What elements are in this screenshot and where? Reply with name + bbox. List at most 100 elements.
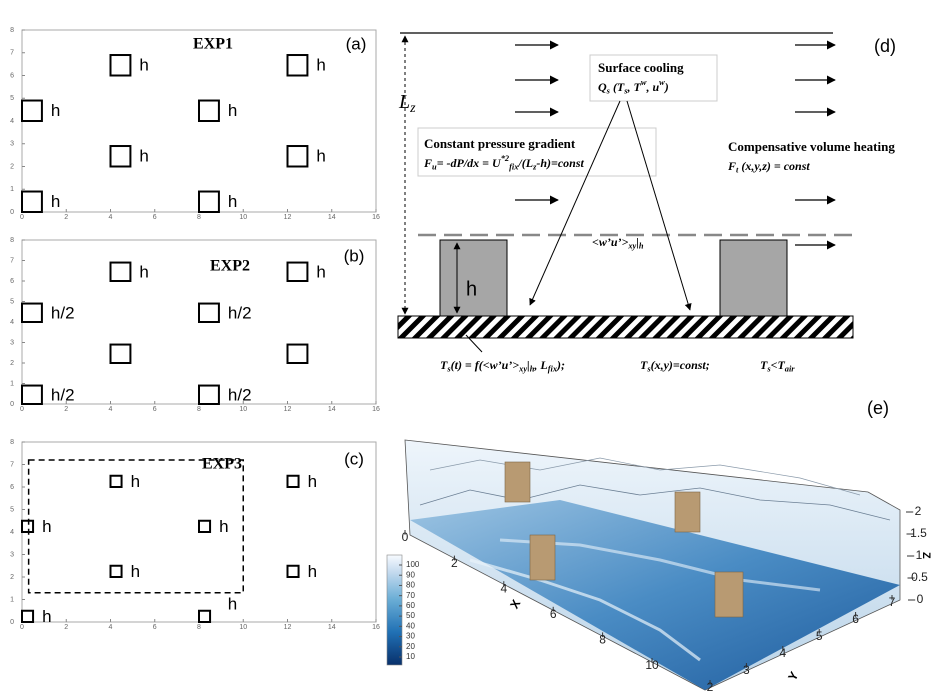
- ground: [398, 316, 853, 338]
- y-tick-label: 4: [10, 118, 14, 125]
- x-tick-label: 4: [109, 214, 113, 221]
- building-block: [22, 192, 42, 212]
- y-tick-label: 6: [10, 484, 14, 491]
- y-axis-tick-label: 6: [852, 612, 859, 626]
- formula-part: /(L: [517, 156, 533, 170]
- render: [387, 440, 900, 690]
- building-block: [111, 263, 131, 281]
- building-block: [288, 345, 308, 363]
- y-tick-label: 5: [10, 506, 14, 513]
- building: [720, 240, 787, 316]
- x-tick-label: 6: [153, 406, 157, 413]
- formula-part: xy: [518, 365, 527, 374]
- box-title: Constant pressure gradient: [424, 136, 576, 151]
- block-label: h: [131, 472, 140, 491]
- schematic: [398, 33, 855, 352]
- block-label: h/2: [51, 303, 75, 322]
- building-block: [288, 263, 308, 281]
- building-block: [199, 611, 210, 622]
- colorbar-tick-label: 70: [406, 591, 415, 600]
- block-label: h: [42, 607, 51, 626]
- y-tick-label: 6: [10, 278, 14, 285]
- x-tick-label: 16: [372, 214, 380, 221]
- panel-title: EXP1: [193, 36, 233, 53]
- colorbar-tick-label: 10: [406, 652, 415, 661]
- y-tick-label: 7: [10, 257, 14, 264]
- building-block: [22, 304, 42, 322]
- building-block: [199, 192, 219, 212]
- block-label: h/2: [228, 303, 252, 322]
- building-block: [199, 101, 219, 121]
- figure: 0246810121416012345678EXP1(a)hhhhhhhh024…: [0, 0, 932, 698]
- building-block: [288, 55, 308, 75]
- building-block: [199, 386, 219, 404]
- formula-part: , u: [645, 80, 659, 94]
- y-tick-label: 8: [10, 237, 14, 244]
- formula-part: , T: [627, 80, 642, 94]
- height-label: Lz: [398, 91, 416, 117]
- formula-part: ): [664, 80, 669, 94]
- formula-part: z: [409, 101, 416, 116]
- formula-part: air: [785, 365, 796, 374]
- block-label: h/2: [51, 385, 75, 404]
- colorbar-tick-label: 80: [406, 581, 415, 590]
- formula-part: h: [639, 242, 644, 251]
- building-block: [288, 476, 299, 487]
- y-tick-label: 1: [10, 596, 14, 603]
- y-tick-label: 6: [10, 72, 14, 79]
- colorbar-tick-label: 20: [406, 642, 415, 651]
- formula-part: F: [727, 159, 736, 173]
- colorbar-tick-label: 50: [406, 611, 415, 620]
- block-label: h: [316, 56, 325, 75]
- y-tick-label: 0: [10, 619, 14, 626]
- y-axis-tick-label: 2: [707, 680, 714, 694]
- building-block: [111, 146, 131, 166]
- formula-part: (t) = f(<w’u’>: [451, 358, 520, 372]
- x-tick-label: 16: [372, 406, 380, 413]
- z-axis-tick-label: 0: [917, 592, 924, 606]
- building-block: [199, 304, 219, 322]
- block-label: h: [42, 517, 51, 536]
- formula-part: *2: [501, 154, 509, 163]
- x-axis-tick-label: 10: [645, 658, 659, 672]
- y-tick-label: 8: [10, 27, 14, 34]
- annotation: h: [228, 595, 237, 614]
- panel-title: EXP3: [202, 456, 242, 473]
- x-tick-label: 12: [284, 214, 292, 221]
- x-tick-label: 0: [20, 214, 24, 221]
- block-label: h: [228, 101, 237, 120]
- x-tick-label: 12: [284, 624, 292, 631]
- boundary-condition: Ts<Tair: [760, 358, 795, 374]
- x-axis-tick-label: 4: [500, 581, 507, 595]
- panel-label: (e): [867, 398, 889, 418]
- y-tick-label: 0: [10, 401, 14, 408]
- colorbar-tick-label: 60: [406, 601, 415, 610]
- building-block: [111, 566, 122, 577]
- block-label: h: [131, 562, 140, 581]
- x-tick-label: 14: [328, 624, 336, 631]
- y-axis-tick-label: 4: [779, 646, 786, 660]
- formula-part: (T: [610, 80, 625, 94]
- panel-label: (d): [874, 36, 896, 56]
- x-tick-label: 2: [64, 406, 68, 413]
- formula-part: );: [556, 358, 565, 372]
- flux-label: <w’u’>xy|h: [592, 235, 644, 251]
- x-tick-label: 12: [284, 406, 292, 413]
- y-axis-tick-label: 5: [816, 629, 823, 643]
- y-axis-label: Y: [785, 669, 801, 683]
- formula-part: L: [398, 91, 410, 113]
- building-block: [22, 101, 42, 121]
- x-axis-tick-label: 8: [599, 633, 606, 647]
- y-tick-label: 1: [10, 380, 14, 387]
- page: { "panels": [ {"label": "(a)", "title": …: [0, 0, 932, 698]
- block-label: h: [316, 147, 325, 166]
- x-axis-tick-label: 0: [402, 530, 409, 544]
- building-block: [22, 386, 42, 404]
- boundary-condition: Ts(t) = f(<w’u’>xy|h, Lfix);: [440, 358, 565, 374]
- x-tick-label: 4: [109, 624, 113, 631]
- formula-part: = -dP/dx = U: [437, 156, 502, 170]
- formula-part: xy: [627, 242, 636, 251]
- y-tick-label: 1: [10, 186, 14, 193]
- y-tick-label: 5: [10, 298, 14, 305]
- colorbar-tick-label: 90: [406, 570, 415, 579]
